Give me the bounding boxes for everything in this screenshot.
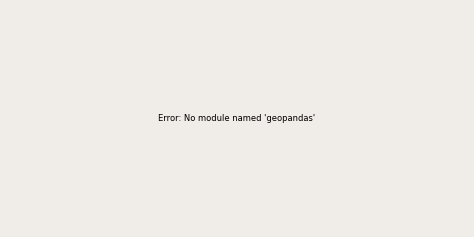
Text: Error: No module named 'geopandas': Error: No module named 'geopandas'	[158, 114, 316, 123]
